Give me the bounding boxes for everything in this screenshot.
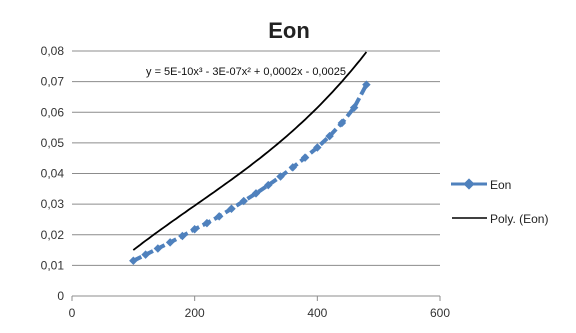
legend: Eon Poly. (Eon) [451, 178, 548, 226]
series-eon-point [129, 256, 138, 266]
series-eon-point [202, 218, 212, 228]
series-eon-point [300, 153, 310, 162]
series-eon-point [276, 172, 285, 181]
series-eon-point [325, 131, 334, 141]
y-tick-label: 0,06 [41, 105, 65, 119]
series-eon-point [313, 143, 322, 152]
series-eon-point [190, 224, 199, 234]
series-eon-point [349, 103, 359, 112]
trendline-equation: y = 5E-10x³ - 3E-07x² + 0,0002x - 0,0025 [146, 66, 346, 78]
series-eon-point [288, 163, 298, 172]
legend-eon-marker [463, 178, 475, 190]
y-tick-label: 0,08 [41, 44, 65, 58]
series-eon-point [239, 196, 248, 206]
series-eon-point [214, 212, 224, 221]
chart-title: Eon [268, 18, 310, 43]
series-eon-point [251, 189, 261, 198]
trendline-layer [132, 51, 368, 251]
x-tick-label: 200 [185, 306, 205, 320]
series-eon-point [362, 80, 371, 89]
y-tick-label: 0,02 [41, 228, 65, 242]
series-eon-point [227, 204, 236, 213]
x-tick-label: 600 [430, 306, 450, 320]
legend-eon-label: Eon [490, 178, 511, 192]
y-tick-label: 0,07 [41, 75, 65, 89]
series-eon-point [178, 231, 187, 241]
trendline-poly [132, 51, 368, 251]
y-tick-label: 0 [57, 289, 64, 303]
gridlines [72, 50, 440, 297]
y-tick-label: 0,05 [41, 136, 65, 150]
x-tick-label: 0 [69, 306, 76, 320]
x-tick-label: 400 [307, 306, 327, 320]
series-eon-point [141, 250, 150, 259]
series-eon-point [264, 180, 273, 190]
series-eon-point [165, 238, 175, 247]
series-eon-point [153, 244, 163, 253]
y-tick-label: 0,03 [41, 197, 65, 211]
y-tick-label: 0,04 [41, 167, 65, 181]
series-layer [129, 80, 371, 266]
y-tick-label: 0,01 [41, 258, 65, 272]
legend-poly-label: Poly. (Eon) [490, 212, 548, 226]
series-eon-point [337, 118, 347, 128]
axes: 0 0,01 0,02 0,03 0,04 0,05 0,06 0,07 0,08 0 200 400… [41, 44, 451, 320]
